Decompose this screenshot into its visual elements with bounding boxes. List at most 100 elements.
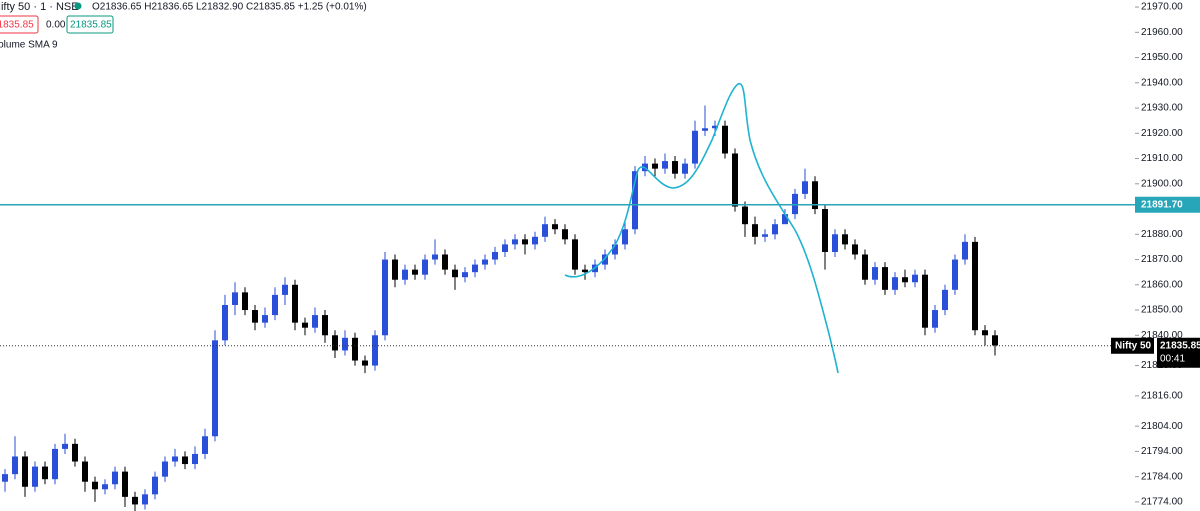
candle-body xyxy=(632,171,638,230)
candle-body xyxy=(452,269,458,278)
candle-body xyxy=(762,234,768,237)
candle-body xyxy=(532,236,538,245)
y-tick-label: 21870.00 xyxy=(1141,254,1183,265)
candle-body xyxy=(162,461,168,477)
candle-body xyxy=(342,337,348,351)
candle-body xyxy=(392,259,398,280)
candle-body xyxy=(82,461,88,482)
candle-body xyxy=(722,125,728,154)
candle-body xyxy=(222,304,228,341)
candle-body xyxy=(792,193,798,215)
candle-body xyxy=(922,274,928,328)
candle-body xyxy=(52,448,58,480)
candle-body xyxy=(812,181,818,210)
candle-body xyxy=(802,181,808,194)
candle-body xyxy=(502,244,508,252)
y-tick-label: 21880.00 xyxy=(1141,229,1183,240)
candle-body xyxy=(482,259,488,265)
candle-body xyxy=(752,224,758,237)
candle-body xyxy=(112,471,118,485)
candle-body xyxy=(412,269,418,275)
candle-body xyxy=(212,340,218,437)
candle-body xyxy=(182,456,188,465)
candle-body xyxy=(702,128,708,131)
candle-body xyxy=(312,315,318,328)
candle-body xyxy=(92,481,98,490)
y-tick-label: 21840.00 xyxy=(1141,330,1183,341)
candle-body xyxy=(252,310,258,323)
candle-body xyxy=(902,277,908,283)
candle-body xyxy=(102,484,108,490)
candle-body xyxy=(272,294,278,316)
candle-body xyxy=(522,239,528,245)
candle-body xyxy=(2,474,8,482)
y-tick-label: 21860.00 xyxy=(1141,279,1183,290)
candle-body xyxy=(862,254,868,280)
candle-body xyxy=(282,284,288,295)
candle-body xyxy=(712,125,718,129)
candle-body xyxy=(22,456,28,487)
candle-body xyxy=(122,471,128,497)
candle-body xyxy=(612,244,618,255)
y-tick-label: 21930.00 xyxy=(1141,103,1183,114)
candle-body xyxy=(332,335,338,351)
y-tick-label: 21960.00 xyxy=(1141,27,1183,38)
y-tick-label: 21804.00 xyxy=(1141,421,1183,432)
candle-body xyxy=(602,254,608,265)
y-tick-label: 21910.00 xyxy=(1141,153,1183,164)
candle-body xyxy=(672,161,678,174)
last-price-box xyxy=(1157,337,1200,368)
candle-body xyxy=(562,229,568,240)
buy-box[interactable] xyxy=(66,15,114,34)
candle-body xyxy=(692,130,698,164)
last-name: Nifty 50 xyxy=(1115,340,1152,351)
candle-body xyxy=(742,206,748,225)
candle-body xyxy=(942,289,948,311)
candle-body xyxy=(382,259,388,336)
candle-body xyxy=(892,277,898,290)
candle-body xyxy=(242,292,248,311)
sell-box[interactable] xyxy=(0,15,39,34)
candle-body xyxy=(912,274,918,283)
candle-body xyxy=(842,234,848,245)
candle-body xyxy=(582,269,588,273)
candle-body xyxy=(142,494,148,505)
candle-body xyxy=(872,267,878,280)
candle-body xyxy=(352,337,358,361)
candle-body xyxy=(202,436,208,454)
candle-body xyxy=(732,153,738,207)
symbol: Nifty 50 · 1 · NSE xyxy=(0,1,79,13)
countdown: 00:41 xyxy=(1160,353,1185,364)
candle-body xyxy=(132,496,138,505)
y-tick-label: 21850.00 xyxy=(1141,305,1183,316)
candle-body xyxy=(72,443,78,462)
y-tick-label: 21950.00 xyxy=(1141,52,1183,63)
candle-body xyxy=(322,315,328,336)
candle-body xyxy=(422,259,428,275)
price-axis xyxy=(1135,0,1200,511)
candle-body xyxy=(292,284,298,323)
candle-body xyxy=(682,163,688,174)
candle-body xyxy=(952,259,958,290)
hline-label-box xyxy=(1135,196,1200,213)
candle-body xyxy=(882,267,888,290)
candle-body xyxy=(262,315,268,323)
candle-body xyxy=(462,272,468,278)
candle-body xyxy=(62,443,68,449)
y-tick-label: 21920.00 xyxy=(1141,128,1183,139)
spread: 0.00 xyxy=(46,20,66,31)
candle-body xyxy=(372,335,378,366)
sell-price[interactable]: 21835.85 xyxy=(0,20,34,31)
candle-body xyxy=(472,264,478,273)
y-tick-label: 21900.00 xyxy=(1141,178,1183,189)
candle-body xyxy=(822,209,828,252)
buy-price[interactable]: 21835.85 xyxy=(70,20,112,31)
last-price: 21835.85 xyxy=(1160,340,1200,351)
candle-body xyxy=(852,244,858,255)
hline-label: 21891.70 xyxy=(1141,199,1183,210)
candle-body xyxy=(782,214,788,225)
candle-body xyxy=(652,163,658,169)
candle-body xyxy=(192,453,198,465)
indicator: Volume SMA 9 xyxy=(0,40,58,51)
